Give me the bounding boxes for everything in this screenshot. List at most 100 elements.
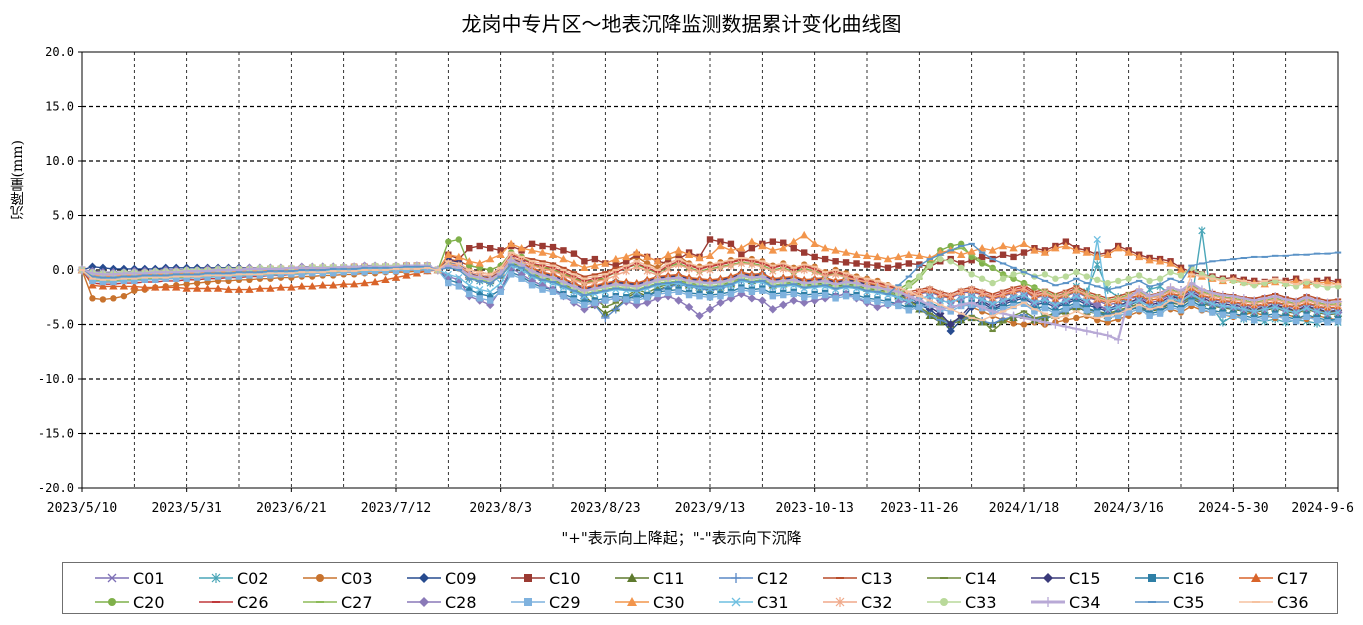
- data-point: [1072, 324, 1081, 334]
- data-point: [967, 298, 976, 307]
- data-point: [832, 295, 839, 302]
- data-point: [779, 264, 787, 274]
- data-point: [1051, 320, 1060, 329]
- data-point: [1103, 250, 1112, 258]
- data-point: [539, 286, 546, 293]
- data-point: [1313, 307, 1321, 316]
- data-point: [1167, 268, 1174, 276]
- data-point: [1073, 301, 1080, 309]
- data-point: [1229, 303, 1237, 311]
- data-point: [716, 263, 725, 273]
- data-point: [1052, 310, 1059, 317]
- data-point: [455, 273, 463, 282]
- data-point: [211, 573, 221, 583]
- data-point: [916, 261, 923, 268]
- data-point: [905, 260, 913, 267]
- legend-item-c10: C10: [509, 567, 613, 589]
- data-point: [853, 260, 860, 267]
- data-point: [759, 287, 766, 294]
- data-point: [957, 294, 966, 303]
- data-point: [653, 275, 662, 285]
- data-point: [1082, 326, 1091, 336]
- legend-item-c34: C34: [1029, 591, 1133, 613]
- data-point: [727, 261, 735, 270]
- data-point: [392, 267, 400, 275]
- legend-swatch: [407, 597, 441, 607]
- data-point: [863, 297, 871, 304]
- data-point: [1156, 310, 1164, 317]
- data-point: [748, 245, 756, 252]
- data-point: [454, 275, 463, 285]
- data-point: [623, 258, 630, 265]
- data-point: [1219, 318, 1227, 327]
- data-point: [581, 301, 588, 309]
- legend-label: C27: [341, 593, 373, 612]
- data-point: [905, 282, 913, 289]
- data-point: [674, 246, 683, 254]
- data-point: [560, 292, 567, 300]
- data-point: [926, 292, 934, 300]
- data-point: [968, 256, 975, 264]
- data-point: [98, 263, 108, 273]
- data-point: [1166, 259, 1175, 267]
- data-point: [706, 236, 714, 243]
- legend-label: C02: [237, 569, 269, 588]
- data-point: [569, 282, 579, 291]
- legend-label: C35: [1173, 593, 1205, 612]
- data-point: [524, 598, 532, 606]
- data-point: [810, 277, 819, 287]
- data-point: [695, 277, 704, 287]
- legend-label: C14: [965, 569, 997, 588]
- data-point: [1114, 295, 1122, 304]
- data-point: [612, 262, 619, 269]
- data-point: [1134, 285, 1144, 294]
- data-point: [684, 250, 694, 258]
- data-point: [297, 282, 306, 290]
- data-point: [958, 264, 965, 272]
- data-point: [904, 250, 914, 258]
- data-point: [506, 239, 516, 248]
- data-point: [339, 279, 348, 288]
- data-point: [831, 279, 840, 289]
- data-point: [957, 287, 965, 296]
- data-point: [308, 282, 317, 290]
- data-point: [1302, 304, 1311, 312]
- data-point: [1041, 304, 1049, 312]
- data-point: [978, 295, 986, 304]
- data-point: [476, 295, 483, 302]
- data-point: [183, 280, 190, 288]
- data-point: [947, 291, 955, 301]
- x-tick-label: 2023-10-13: [776, 501, 854, 516]
- data-point: [727, 290, 735, 298]
- data-point: [1020, 284, 1028, 293]
- data-point: [1135, 272, 1143, 279]
- data-point: [1177, 307, 1185, 314]
- data-point: [444, 250, 453, 258]
- data-point: [580, 263, 589, 272]
- data-point: [487, 297, 494, 304]
- data-point: [947, 299, 955, 307]
- data-point: [246, 272, 253, 279]
- data-point: [1083, 290, 1091, 300]
- data-point: [203, 284, 212, 292]
- data-point: [360, 278, 369, 287]
- data-point: [528, 282, 536, 289]
- data-point: [957, 293, 965, 301]
- data-point: [1148, 574, 1156, 582]
- data-point: [895, 302, 902, 310]
- data-point: [559, 254, 568, 263]
- data-point: [978, 288, 986, 298]
- data-point: [674, 273, 683, 282]
- data-point: [727, 240, 735, 248]
- legend-swatch: [927, 598, 961, 606]
- y-tick-label: 0.0: [52, 263, 74, 277]
- data-point: [276, 283, 286, 291]
- data-point: [455, 236, 462, 243]
- data-point: [1312, 296, 1322, 305]
- data-point: [627, 573, 637, 582]
- data-point: [476, 285, 484, 294]
- data-point: [1156, 275, 1164, 282]
- data-point: [779, 276, 788, 286]
- legend-label: C03: [341, 569, 373, 588]
- y-tick-label: 10.0: [45, 154, 74, 168]
